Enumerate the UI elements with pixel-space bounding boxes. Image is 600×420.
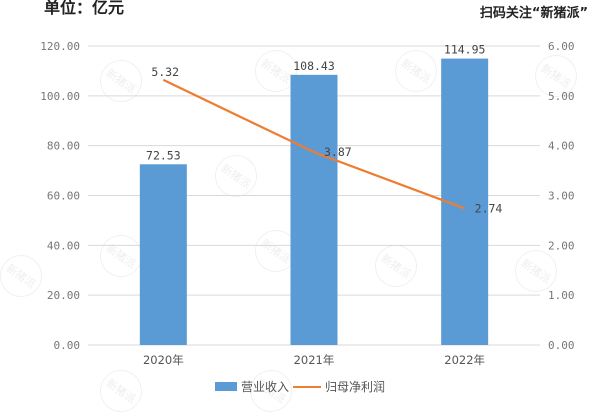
- legend-item-net-profit: 归母净利润: [325, 380, 386, 394]
- right-axis-tick: 4.00: [548, 140, 575, 153]
- bar-data-label: 72.53: [146, 148, 181, 162]
- line-series: 5.32 3.87 2.74: [151, 65, 502, 216]
- chart-canvas: 0.00 20.00 40.00 60.00 80.00 100.00 120.00 0.0…: [40, 40, 575, 367]
- line-data-label: 3.87: [324, 145, 352, 159]
- bar: [290, 74, 338, 345]
- left-axis-tick: 100.00: [40, 90, 80, 103]
- bar-series: 72.53 108.43 114.95: [139, 43, 489, 345]
- right-axis-tick: 3.00: [548, 190, 575, 203]
- legend-bar-swatch: [214, 382, 237, 391]
- net-profit-line: [162, 78, 466, 210]
- legend: 营业收入 归母净利润: [0, 378, 600, 395]
- left-axis-ticks: 0.00 20.00 40.00 60.00 80.00 100.00 120.00: [40, 40, 80, 352]
- left-axis-tick: 120.00: [40, 40, 80, 53]
- category-label: 2020年: [143, 353, 184, 367]
- right-axis-tick: 1.00: [548, 289, 575, 302]
- left-axis-tick: 80.00: [47, 140, 80, 153]
- line-data-label: 2.74: [475, 201, 503, 215]
- legend-item-revenue: 营业收入: [240, 380, 289, 394]
- right-axis-tick: 0.00: [548, 339, 575, 352]
- right-axis-ticks: 0.00 1.00 2.00 3.00 4.00 5.00 6.00: [548, 40, 575, 352]
- line-data-label: 5.32: [151, 65, 179, 79]
- left-axis-tick: 60.00: [47, 190, 80, 203]
- right-axis-tick: 2.00: [548, 239, 575, 252]
- unit-label: 单位：亿元: [44, 0, 125, 17]
- right-axis-tick: 6.00: [548, 40, 575, 53]
- category-label: 2021年: [294, 353, 335, 367]
- bar-data-label: 108.43: [293, 59, 335, 73]
- bar-data-label: 114.95: [444, 43, 486, 57]
- right-axis-tick: 5.00: [548, 90, 575, 103]
- legend-line-swatch: [293, 385, 321, 388]
- left-axis-tick: 40.00: [47, 239, 80, 252]
- bar: [139, 164, 187, 345]
- category-axis: 2020年 2021年 2022年: [143, 353, 485, 367]
- category-label: 2022年: [444, 353, 485, 367]
- left-axis-tick: 20.00: [47, 289, 80, 302]
- left-axis-tick: 0.00: [54, 339, 81, 352]
- follow-label: 扫码关注“新猪派”: [479, 6, 588, 21]
